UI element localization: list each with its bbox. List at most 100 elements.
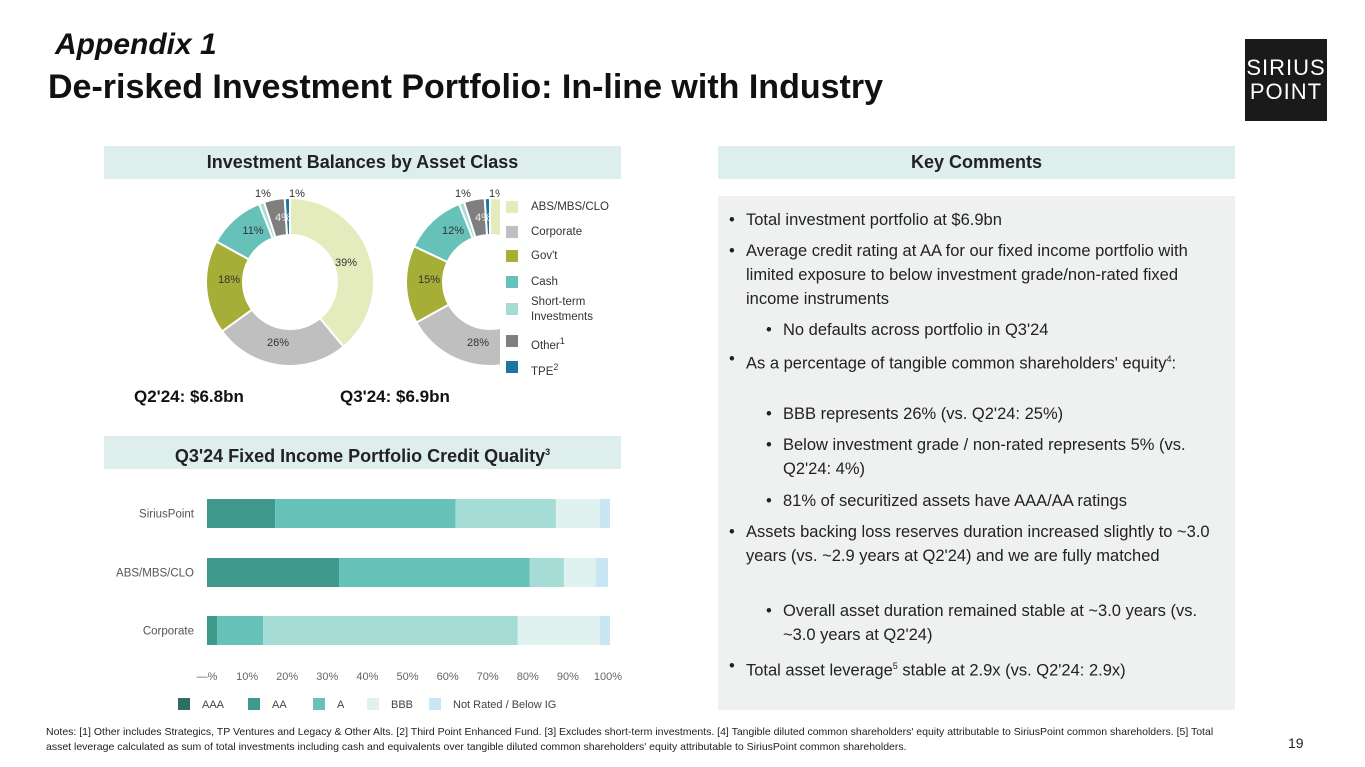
bullet-dot: • — [766, 321, 772, 339]
bar-category-label: SiriusPoint — [139, 509, 195, 521]
bar-legend-swatch — [248, 698, 260, 710]
donut-q3: 39%28%15%12%1%4%1% — [405, 188, 500, 367]
donut-q3-caption: Q3'24: $6.9bn — [340, 387, 450, 406]
donut-slice-label: 1% — [255, 188, 271, 200]
bar-segment — [207, 616, 218, 645]
legend-swatch — [506, 361, 518, 373]
legend-label: ABS/MBS/CLO — [531, 200, 609, 215]
comment-text: Total investment portfolio at $6.9bn — [746, 211, 1002, 229]
siriuspoint-logo: SIRIUS POINT — [1245, 39, 1327, 121]
legend-swatch — [506, 201, 518, 213]
bar-legend-swatch — [313, 698, 325, 710]
bullet-dot: • — [729, 242, 735, 260]
legend-label-text: Cash — [531, 276, 558, 288]
bar-legend-swatch — [429, 698, 441, 710]
x-tick-label: 100% — [594, 671, 622, 683]
logo-line-2: POINT — [1249, 79, 1323, 104]
legend-swatch — [506, 226, 518, 238]
legend-label-text: Other — [531, 339, 560, 352]
x-tick-label: 80% — [517, 671, 539, 683]
legend-swatch — [506, 276, 518, 288]
x-tick-label: 40% — [356, 671, 378, 683]
legend-label: Cash — [531, 275, 558, 290]
legend-label: Short-term Investments — [531, 295, 611, 325]
donut-slice-label: 15% — [418, 274, 440, 286]
bar-segment — [555, 499, 600, 528]
bar-segment — [207, 558, 340, 587]
donut-slice-label: 1% — [489, 188, 500, 200]
bar-category-label: ABS/MBS/CLO — [116, 568, 194, 580]
bullet-dot: • — [729, 657, 735, 675]
donut-charts: 39% 26% 18% 11% 1% 4% 1% 39% 28% 15% 12% 1% 4% 1% — [205, 188, 500, 367]
footnotes: Notes: [1] Other includes Strategics, TP… — [46, 726, 1214, 753]
logo-line-1: SIRIUS — [1246, 55, 1326, 80]
x-tick-label: 60% — [437, 671, 459, 683]
donut-slice — [483, 196, 491, 237]
donut-slice — [283, 196, 291, 237]
legend-label-text: Corporate — [531, 226, 583, 238]
legend-swatch — [506, 335, 518, 347]
comment-text: Assets backing loss reserves duration in… — [746, 523, 1210, 565]
comment-text: BBB represents 26% (vs. Q2'24: 25%) — [783, 405, 1064, 423]
bar-legend-swatch — [367, 698, 379, 710]
bar-segment — [599, 499, 611, 528]
bar-segment — [563, 558, 596, 587]
bar-legend-swatch — [178, 698, 190, 710]
bar-segment — [275, 499, 456, 528]
page-number: 19 — [1288, 735, 1304, 751]
bar-segment — [217, 616, 264, 645]
comment-text: As a percentage of tangible common share… — [746, 354, 1177, 373]
x-tick-label: —% — [197, 671, 218, 683]
comment-text: Overall asset duration remained stable a… — [783, 602, 1198, 644]
donut-slice — [415, 303, 500, 367]
legend-label-sup: 1 — [559, 336, 565, 346]
credit-quality-chart: SiriusPoint ABS/MBS/CLO Corporate —% 10% 20% 3… — [116, 499, 622, 711]
bar-category-label: Corporate — [143, 626, 194, 638]
legend-label: Gov't — [531, 249, 557, 264]
appendix-label: Appendix 1 — [55, 28, 217, 61]
donut-slice-label: 28% — [467, 337, 489, 349]
x-tick-label: 30% — [316, 671, 338, 683]
comment-text: Below investment grade / non-rated repre… — [783, 436, 1186, 478]
bar-segment — [599, 616, 611, 645]
bullet-dot: • — [766, 602, 772, 620]
bullet-dot: • — [729, 211, 735, 229]
bar-legend-label: BBB — [391, 699, 413, 711]
credit-section-header: Q3'24 Fixed Income Portfolio Credit Qual… — [104, 436, 621, 469]
legend-label-text: Gov't — [531, 250, 558, 262]
bullet-dot: • — [766, 405, 772, 423]
bar-segment — [455, 499, 556, 528]
bar-legend-label: AAA — [202, 699, 225, 711]
donut-slice-label: 39% — [335, 257, 357, 269]
donut-slice-label: 1% — [289, 188, 305, 200]
donut-slice-label: 4% — [275, 212, 291, 224]
bullet-dot: • — [729, 350, 735, 368]
legend-label: TPE2 — [531, 360, 558, 380]
bar-segment — [339, 558, 530, 587]
balances-section-header: Investment Balances by Asset Class — [104, 146, 621, 179]
donut-slice-label: 12% — [442, 225, 464, 237]
legend-label-text: ABS/MBS/CLO — [531, 201, 609, 213]
donut-slice-label: 18% — [218, 274, 240, 286]
x-tick-label: 50% — [396, 671, 418, 683]
comment-text: Total asset leverage5 stable at 2.9x (vs… — [746, 661, 1126, 680]
credit-section-title: Q3'24 Fixed Income Portfolio Credit Qual… — [174, 446, 546, 466]
donut-slice-label: 26% — [267, 337, 289, 349]
bar-legend-label: Not Rated / Below IG — [453, 699, 556, 711]
bar-segment — [595, 558, 608, 587]
comment-text: No defaults across portfolio in Q3'24 — [783, 321, 1049, 339]
legend-swatch — [506, 250, 518, 262]
donut-slice — [489, 196, 500, 238]
donut-q2-caption: Q2'24: $6.8bn — [134, 387, 244, 406]
x-tick-label: 90% — [557, 671, 579, 683]
comment-text: Average credit rating at AA for our fixe… — [746, 242, 1188, 308]
donut-slice-label: 4% — [475, 212, 491, 224]
legend-label-text: TPE — [531, 365, 554, 378]
page-title: De-risked Investment Portfolio: In-line … — [48, 68, 883, 106]
x-tick-label: 20% — [276, 671, 298, 683]
x-tick-label: 10% — [236, 671, 258, 683]
bullet-dot: • — [729, 523, 735, 541]
donut-slice-label: 11% — [242, 225, 263, 237]
x-tick-label: 70% — [477, 671, 499, 683]
bar-segment — [517, 616, 600, 645]
